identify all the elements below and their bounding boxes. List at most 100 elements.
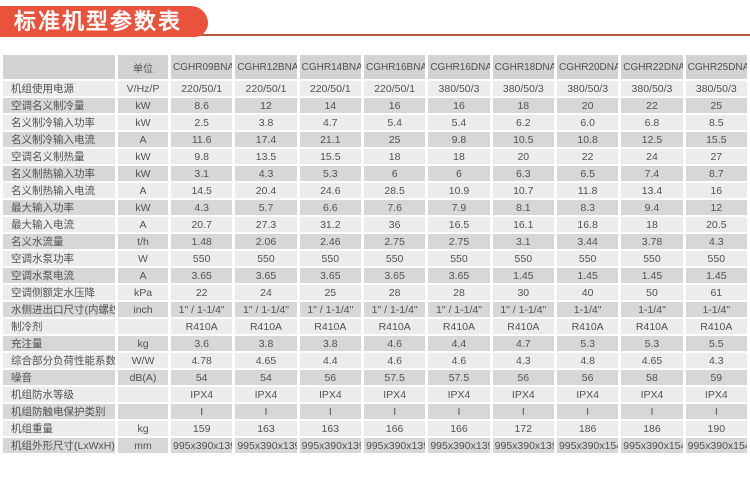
row-label: 机组重量 — [3, 421, 115, 436]
cell-value: 2.75 — [363, 234, 426, 249]
cell-value: IPX4 — [621, 387, 683, 402]
row-label: 名义制热输入功率 — [3, 166, 115, 181]
cell-value: 3.65 — [363, 268, 426, 283]
cell-value: 18 — [492, 98, 554, 113]
cell-value: 6.5 — [556, 166, 619, 181]
cell-value: 40 — [556, 285, 619, 300]
model-column-header: CGHR14BNAR — [299, 55, 361, 79]
cell-value: IPX4 — [556, 387, 619, 402]
cell-value: 25 — [363, 132, 426, 147]
cell-value: 1-1/4" — [685, 302, 747, 317]
cell-value: R410A — [621, 319, 683, 334]
row-label: 机组外形尺寸(LxWxH) — [3, 438, 115, 453]
cell-value: I — [492, 404, 554, 419]
cell-value: 9.4 — [621, 200, 683, 215]
row-label: 最大输入电流 — [3, 217, 115, 232]
cell-value: 20 — [492, 149, 554, 164]
table-row: 最大输入功率 kW 4.3 5.7 6.6 7.6 7.9 8.1 8.3 9.4 12 — [3, 200, 747, 215]
cell-value: 24 — [621, 149, 683, 164]
table-row: 名义制热输入电流 A 14.5 20.4 24.6 28.5 10.9 10.7 11.8 13.… — [3, 183, 747, 198]
cell-value: 6.2 — [492, 115, 554, 130]
cell-value: 18 — [363, 149, 426, 164]
cell-value: 995x390x1398 — [235, 438, 297, 453]
row-unit: W — [118, 251, 168, 266]
row-label: 机组防水等级 — [3, 387, 115, 402]
cell-value: 22 — [621, 98, 683, 113]
cell-value: 12 — [235, 98, 297, 113]
cell-value: IPX4 — [171, 387, 233, 402]
row-label: 综合部分负荷性能系数IPLV — [3, 353, 115, 368]
cell-value: 1.48 — [171, 234, 233, 249]
cell-value: 3.8 — [299, 336, 361, 351]
corner-cell — [3, 55, 115, 79]
table-row: 机组防水等级 IPX4 IPX4 IPX4 IPX4 IPX4 IPX4 IPX4 IPX4 IP… — [3, 387, 747, 402]
cell-value: 2.75 — [428, 234, 490, 249]
cell-value: 6.0 — [556, 115, 619, 130]
cell-value: R410A — [171, 319, 233, 334]
cell-value: 6.6 — [299, 200, 361, 215]
row-label: 空调名义制热量 — [3, 149, 115, 164]
cell-value: 1" / 1-1/4" — [299, 302, 361, 317]
cell-value: 3.78 — [621, 234, 683, 249]
cell-value: 16 — [363, 98, 426, 113]
row-unit — [118, 387, 168, 402]
cell-value: 550 — [621, 251, 683, 266]
cell-value: R410A — [363, 319, 426, 334]
cell-value: 18 — [621, 217, 683, 232]
cell-value: 550 — [428, 251, 490, 266]
cell-value: 6.3 — [492, 166, 554, 181]
cell-value: 4.3 — [235, 166, 297, 181]
unit-column-header: 单位 — [118, 55, 168, 79]
cell-value: 550 — [299, 251, 361, 266]
cell-value: IPX4 — [299, 387, 361, 402]
cell-value: 21.1 — [299, 132, 361, 147]
cell-value: 58 — [621, 370, 683, 385]
model-column-header: CGHR12BNAR — [235, 55, 297, 79]
cell-value: 11.8 — [556, 183, 619, 198]
cell-value: 190 — [685, 421, 747, 436]
cell-value: 54 — [235, 370, 297, 385]
row-label: 机组使用电源 — [3, 81, 115, 96]
cell-value: 172 — [492, 421, 554, 436]
cell-value: 550 — [363, 251, 426, 266]
model-column-header: CGHR22DNAR — [621, 55, 683, 79]
cell-value: 13.5 — [235, 149, 297, 164]
table-row: 空调侧额定水压降 kPa 22 24 25 28 28 30 40 50 61 — [3, 285, 747, 300]
table-row: 水侧进出口尺寸(内螺纹) inch 1" / 1-1/4" 1" / 1-1/4" 1"… — [3, 302, 747, 317]
cell-value: 22 — [556, 149, 619, 164]
cell-value: 4.3 — [171, 200, 233, 215]
cell-value: 7.4 — [621, 166, 683, 181]
cell-value: I — [428, 404, 490, 419]
cell-value: 1-1/4" — [556, 302, 619, 317]
table-row: 空调水泵电流 A 3.65 3.65 3.65 3.65 3.65 1.45 1.45 1.45 1… — [3, 268, 747, 283]
row-label: 噪音 — [3, 370, 115, 385]
cell-value: 25 — [685, 98, 747, 113]
cell-value: 4.6 — [363, 353, 426, 368]
cell-value: 3.65 — [428, 268, 490, 283]
cell-value: 10.7 — [492, 183, 554, 198]
title-banner: 标准机型参数表 — [0, 6, 208, 37]
row-label: 充注量 — [3, 336, 115, 351]
cell-value: 9.8 — [428, 132, 490, 147]
cell-value: 4.6 — [428, 353, 490, 368]
cell-value: 4.7 — [492, 336, 554, 351]
table-row: 机组外形尺寸(LxWxH)mm995x390x1398995x390x13989… — [3, 438, 747, 453]
cell-value: 4.3 — [685, 353, 747, 368]
row-unit — [118, 404, 168, 419]
row-unit: mm — [118, 438, 168, 453]
row-label: 水侧进出口尺寸(内螺纹) — [3, 302, 115, 317]
cell-value: 10.5 — [492, 132, 554, 147]
cell-value: 16 — [428, 98, 490, 113]
table-row: 名义制热输入功率 kW 3.1 4.3 5.3 6 6 6.3 6.5 7.4 8.7 — [3, 166, 747, 181]
cell-value: R410A — [299, 319, 361, 334]
cell-value: I — [299, 404, 361, 419]
row-unit: A — [118, 217, 168, 232]
cell-value: 220/50/1 — [363, 81, 426, 96]
cell-value: 28 — [428, 285, 490, 300]
table-row: 空调水泵功率 W 550 550 550 550 550 550 550 550 550 — [3, 251, 747, 266]
cell-value: 166 — [363, 421, 426, 436]
cell-value: 56 — [492, 370, 554, 385]
model-column-header: CGHR09BNAR — [171, 55, 233, 79]
cell-value: 2.46 — [299, 234, 361, 249]
cell-value: IPX4 — [235, 387, 297, 402]
